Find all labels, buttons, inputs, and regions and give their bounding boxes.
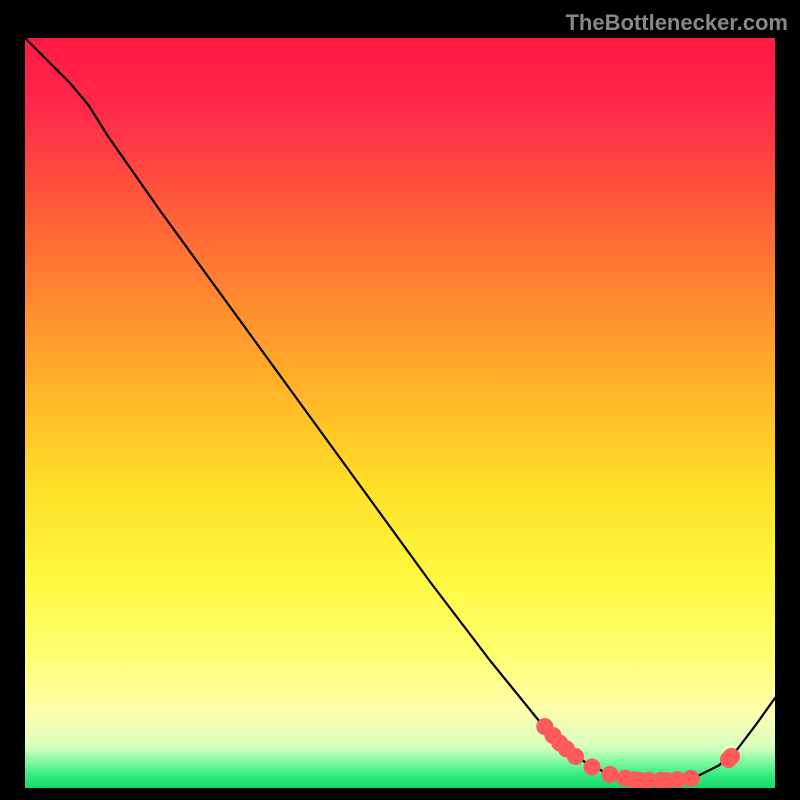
- chart-background: [25, 38, 775, 788]
- data-marker: [568, 749, 584, 765]
- data-marker: [683, 770, 699, 786]
- chart-area: [25, 38, 775, 788]
- data-marker: [724, 749, 740, 765]
- chart-svg: [25, 38, 775, 788]
- data-marker: [584, 759, 600, 775]
- data-marker: [602, 767, 618, 783]
- watermark-text: TheBottlenecker.com: [565, 10, 788, 36]
